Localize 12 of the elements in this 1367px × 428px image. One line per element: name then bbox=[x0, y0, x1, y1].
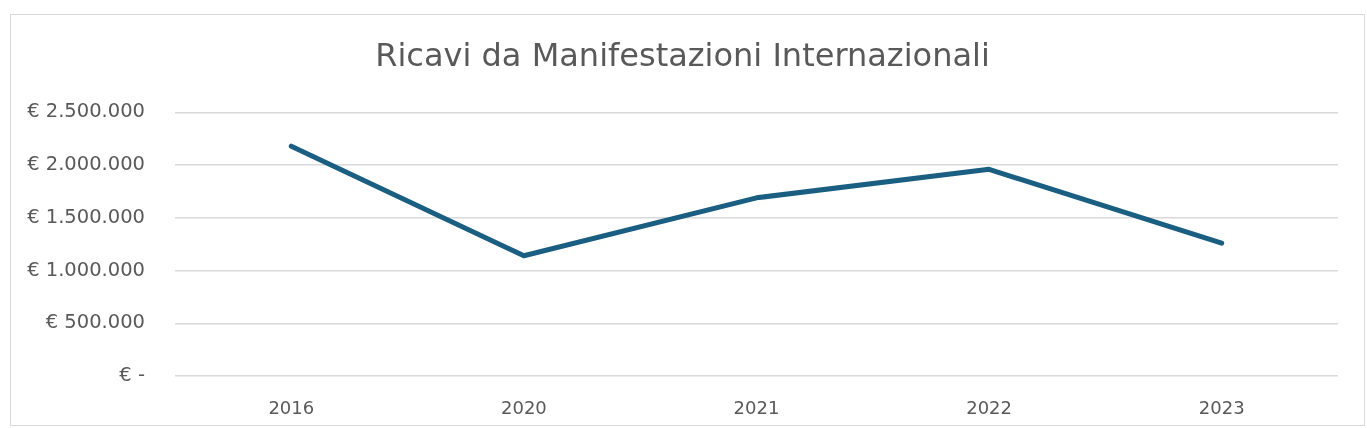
y-tick-label: € 1.000.000 bbox=[27, 257, 145, 281]
y-tick-label: € - bbox=[119, 363, 145, 387]
x-tick-label: 2021 bbox=[733, 397, 780, 419]
y-tick-label: € 1.500.000 bbox=[27, 204, 145, 228]
y-tick-label: € 2.000.000 bbox=[27, 152, 145, 176]
x-tick-label: 2022 bbox=[966, 397, 1013, 419]
y-tick-label: € 500.000 bbox=[45, 310, 145, 334]
x-tick-label: 2020 bbox=[500, 397, 547, 419]
x-tick-label: 2023 bbox=[1198, 397, 1245, 419]
chart-title: Ricavi da Manifestazioni Internazionali bbox=[375, 35, 990, 74]
x-tick-label: 2016 bbox=[268, 397, 315, 419]
y-tick-label: € 2.500.000 bbox=[27, 99, 145, 123]
